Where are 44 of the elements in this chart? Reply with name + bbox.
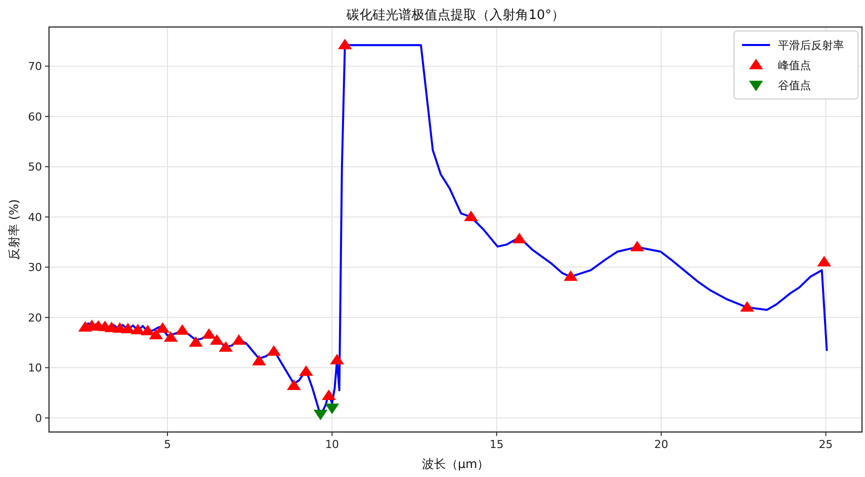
point [299,365,314,376]
legend-label: 谷值点 [778,79,811,92]
y-axis-title: 反射率 (%) [7,199,21,260]
point [564,270,578,281]
point [175,324,190,335]
x-axis-title: 波长（μm） [422,457,490,471]
x-tick-label: 10 [325,438,340,451]
point [512,232,526,244]
legend-label: 峰值点 [778,59,811,72]
point [164,331,178,342]
point [120,322,135,334]
point [210,334,224,345]
point [188,336,203,347]
point [202,328,216,339]
point [252,354,266,366]
point [286,379,301,390]
point [156,322,170,333]
legend-label: 平滑后反射率 [778,39,844,52]
point [464,210,478,222]
y-tick-label: 10 [28,362,42,375]
point [630,240,644,252]
y-tick-label: 0 [35,412,42,425]
x-tick-label: 15 [490,438,504,451]
x-tick-label: 5 [164,438,171,451]
x-tick-label: 25 [818,438,833,451]
y-tick-label: 20 [28,311,42,324]
x-tick-label: 20 [654,438,668,451]
point [817,256,832,266]
point [232,334,246,345]
chart-title: 碳化硅光谱极值点提取（入射角10°） [345,8,565,23]
point [740,301,754,312]
point [148,328,163,340]
y-tick-label: 40 [28,210,42,224]
point [322,390,336,400]
y-tick-label: 60 [28,110,42,124]
y-tick-label: 70 [28,60,42,74]
point [140,324,155,336]
y-tick-label: 50 [28,160,42,174]
point [266,345,281,356]
point [130,324,145,334]
point [330,354,344,364]
y-tick-label: 30 [28,261,42,274]
point [338,38,352,50]
point [218,341,233,352]
